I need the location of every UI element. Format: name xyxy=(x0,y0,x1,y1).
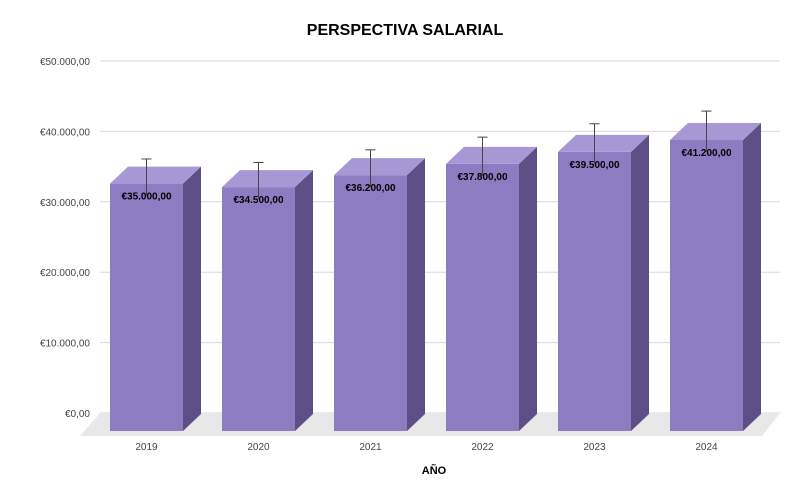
bar-front-face xyxy=(558,151,631,432)
data-label: €36.200,00 xyxy=(345,183,395,194)
data-label: €35.000,00 xyxy=(121,192,171,203)
bar-2020: €34.500,00 xyxy=(222,161,313,431)
bar-front-face xyxy=(446,163,519,431)
chart-title: PERSPECTIVA SALARIAL xyxy=(307,22,504,39)
x-tick-label: 2019 xyxy=(135,442,158,453)
bars: €35.000,00 €34.500,00 €36.200,00 €37.800,00… xyxy=(110,110,761,432)
bar-top-face xyxy=(446,146,537,164)
bar-front-face xyxy=(670,139,743,431)
bar-top-face xyxy=(110,166,201,184)
bar-2019: €35.000,00 xyxy=(110,158,201,431)
data-label: €34.500,00 xyxy=(233,195,283,206)
y-tick-label: €30.000,00 xyxy=(40,198,90,209)
y-tick-label: €0,00 xyxy=(65,409,90,420)
y-tick-label: €20.000,00 xyxy=(40,268,90,279)
bar-top-face xyxy=(222,170,313,188)
bar-front-face xyxy=(110,183,183,431)
bar-side-face xyxy=(743,122,761,432)
bar-front-face xyxy=(334,175,407,431)
y-tick-label: €40.000,00 xyxy=(40,127,90,138)
x-tick-label: 2020 xyxy=(247,442,270,453)
y-axis: €0,00 €10.000,00 €20.000,00 €30.000,00 €40.0… xyxy=(40,57,90,420)
data-label: €37.800,00 xyxy=(457,172,507,183)
bar-side-face xyxy=(631,134,649,432)
bar-front-face xyxy=(222,187,295,431)
x-tick-label: 2021 xyxy=(359,442,382,453)
bar-side-face xyxy=(295,170,313,431)
bar-2023: €39.500,00 xyxy=(558,123,649,432)
x-axis: 2019 2020 2021 2022 2023 2024 xyxy=(135,442,718,453)
x-tick-label: 2023 xyxy=(583,442,606,453)
bar-top-face xyxy=(670,122,761,140)
bar-2022: €37.800,00 xyxy=(446,136,537,431)
y-tick-label: €10.000,00 xyxy=(40,339,90,350)
bar-2021: €36.200,00 xyxy=(334,149,425,432)
bar-side-face xyxy=(183,166,201,431)
bar-side-face xyxy=(519,146,537,431)
y-tick-label: €50.000,00 xyxy=(40,57,90,68)
data-label: €39.500,00 xyxy=(569,160,619,171)
x-tick-label: 2024 xyxy=(695,442,718,453)
bar-top-face xyxy=(558,134,649,152)
data-label: €41.200,00 xyxy=(681,148,731,159)
bar-side-face xyxy=(407,158,425,432)
x-tick-label: 2022 xyxy=(471,442,494,453)
x-axis-title: AÑO xyxy=(422,464,447,477)
bar-top-face xyxy=(334,158,425,176)
bar-2024: €41.200,00 xyxy=(670,110,761,432)
